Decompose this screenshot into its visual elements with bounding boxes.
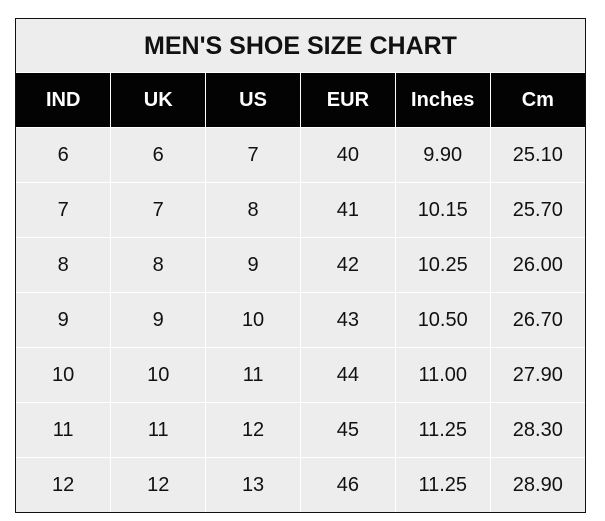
table-cell: 9 (16, 292, 111, 348)
table-cell: 10 (16, 347, 111, 403)
table-cell: 46 (299, 457, 396, 512)
table-cell: 11.25 (394, 402, 491, 458)
table-cell: 27.90 (489, 347, 585, 403)
table-cell: 28.90 (489, 457, 585, 512)
table-cell: 7 (16, 182, 111, 238)
table-cell: 45 (299, 402, 396, 458)
chart-title: MEN'S SHOE SIZE CHART (16, 19, 585, 73)
table-cell: 9 (110, 292, 206, 348)
table-cell: 26.70 (489, 292, 585, 348)
table-cell: 25.10 (489, 127, 585, 183)
table-cell: 6 (110, 127, 206, 183)
table-cell: 12 (205, 402, 301, 458)
column-header: Inches (394, 73, 491, 128)
table-cell: 7 (205, 127, 301, 183)
table-cell: 9.90 (394, 127, 491, 183)
table-row: 6 6 7 40 9.90 25.10 (16, 127, 585, 183)
table-cell: 11.00 (394, 347, 491, 403)
table-cell: 11 (16, 402, 111, 458)
table-row: 8 8 9 42 10.25 26.00 (16, 237, 585, 293)
table-cell: 12 (110, 457, 206, 512)
table-cell: 26.00 (489, 237, 585, 293)
table-cell: 9 (205, 237, 301, 293)
column-header: IND (16, 73, 111, 128)
table-cell: 13 (205, 457, 301, 512)
table-cell: 8 (16, 237, 111, 293)
table-cell: 6 (16, 127, 111, 183)
table-row: 11 11 12 45 11.25 28.30 (16, 402, 585, 458)
size-chart: MEN'S SHOE SIZE CHART IND UK US EUR Inches Cm… (15, 18, 586, 513)
table-row: 7 7 8 41 10.15 25.70 (16, 182, 585, 238)
table-cell: 11 (205, 347, 301, 403)
header-row: IND UK US EUR Inches Cm (16, 73, 585, 128)
table-cell: 8 (110, 237, 206, 293)
table-cell: 7 (110, 182, 206, 238)
column-header: US (205, 73, 301, 128)
table-cell: 10.25 (394, 237, 491, 293)
table-cell: 25.70 (489, 182, 585, 238)
column-header: Cm (489, 73, 585, 128)
size-table: IND UK US EUR Inches Cm 6 6 7 40 9.90 25.10 7 7 8 41 10… (16, 73, 585, 512)
table-cell: 12 (16, 457, 111, 512)
table-cell: 40 (299, 127, 396, 183)
table-cell: 10 (110, 347, 206, 403)
table-cell: 44 (299, 347, 396, 403)
table-cell: 10.50 (394, 292, 491, 348)
column-header: EUR (299, 73, 396, 128)
table-cell: 10 (205, 292, 301, 348)
table-cell: 10.15 (394, 182, 491, 238)
table-cell: 8 (205, 182, 301, 238)
table-cell: 11 (110, 402, 206, 458)
table-cell: 42 (299, 237, 396, 293)
table-cell: 28.30 (489, 402, 585, 458)
table-cell: 41 (299, 182, 396, 238)
table-cell: 43 (299, 292, 396, 348)
table-row: 9 9 10 43 10.50 26.70 (16, 292, 585, 348)
column-header: UK (110, 73, 206, 128)
table-cell: 11.25 (394, 457, 491, 512)
table-row: 12 12 13 46 11.25 28.90 (16, 457, 585, 512)
table-row: 10 10 11 44 11.00 27.90 (16, 347, 585, 403)
